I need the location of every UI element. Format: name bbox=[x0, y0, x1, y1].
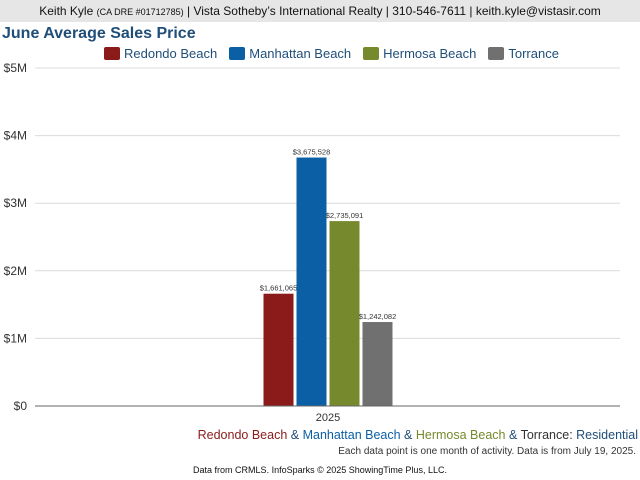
chart-legend: Redondo Beach Manhattan Beach Hermosa Beac… bbox=[104, 44, 571, 62]
footer-areas-line: Redondo Beach & Manhattan Beach & Hermos… bbox=[198, 428, 638, 442]
bar bbox=[263, 293, 294, 406]
data-label: $1,242,082 bbox=[359, 312, 397, 321]
data-label: $3,675,528 bbox=[293, 148, 331, 157]
y-tick-label: $1M bbox=[4, 331, 27, 345]
legend-label: Hermosa Beach bbox=[383, 45, 477, 61]
y-tick-label: $5M bbox=[4, 61, 27, 75]
bar-chart: $0 $1M $2M $3M $4M $5M $1,661,065 $3,675,528 $2,… bbox=[4, 61, 620, 424]
footer-area: Manhattan Beach bbox=[302, 428, 401, 442]
footer-separator: & bbox=[287, 428, 303, 442]
legend-swatch bbox=[363, 46, 380, 60]
agent-contact: | Vista Sotheby’s International Realty |… bbox=[187, 4, 601, 18]
legend-label: Torrance bbox=[508, 45, 559, 61]
legend-swatch bbox=[488, 46, 505, 60]
bar bbox=[329, 221, 360, 406]
y-tick-label: $0 bbox=[14, 399, 28, 413]
y-tick-label: $4M bbox=[4, 129, 27, 143]
legend-item[interactable]: Hermosa Beach bbox=[363, 46, 476, 61]
x-tick-label: 2025 bbox=[316, 412, 340, 424]
legend-item[interactable]: Manhattan Beach bbox=[229, 46, 351, 61]
bar bbox=[296, 157, 327, 406]
footer-area: Torrance bbox=[520, 428, 570, 442]
bar bbox=[362, 322, 393, 406]
chart-title: June Average Sales Price bbox=[2, 25, 196, 42]
agent-license: (CA DRE #01712785) bbox=[96, 7, 184, 17]
legend-label: Redondo Beach bbox=[124, 45, 218, 61]
header-bar: Keith Kyle (CA DRE #01712785) | Vista So… bbox=[0, 0, 640, 22]
data-label: $2,735,091 bbox=[326, 211, 364, 220]
y-tick-label: $2M bbox=[4, 264, 27, 278]
legend-item[interactable]: Redondo Beach bbox=[104, 46, 217, 61]
y-tick-label: $3M bbox=[4, 196, 27, 210]
legend-swatch bbox=[104, 46, 120, 60]
legend-label: Manhattan Beach bbox=[249, 45, 352, 61]
legend-item[interactable]: Torrance bbox=[488, 46, 559, 61]
footer-area: Hermosa Beach bbox=[415, 428, 506, 442]
footer-area: Redondo Beach bbox=[197, 428, 288, 442]
data-source: Data from CRMLS. InfoSparks © 2025 Showi… bbox=[193, 465, 447, 475]
footer-property-type: Residential bbox=[576, 428, 638, 442]
footer-separator: & bbox=[400, 428, 416, 442]
data-label: $1,661,065 bbox=[260, 284, 298, 293]
footer-colon: : bbox=[569, 428, 577, 442]
agent-name: Keith Kyle bbox=[39, 4, 94, 18]
footer-note: Each data point is one month of activity… bbox=[338, 446, 636, 457]
legend-swatch bbox=[229, 46, 246, 60]
footer-separator: & bbox=[505, 428, 521, 442]
